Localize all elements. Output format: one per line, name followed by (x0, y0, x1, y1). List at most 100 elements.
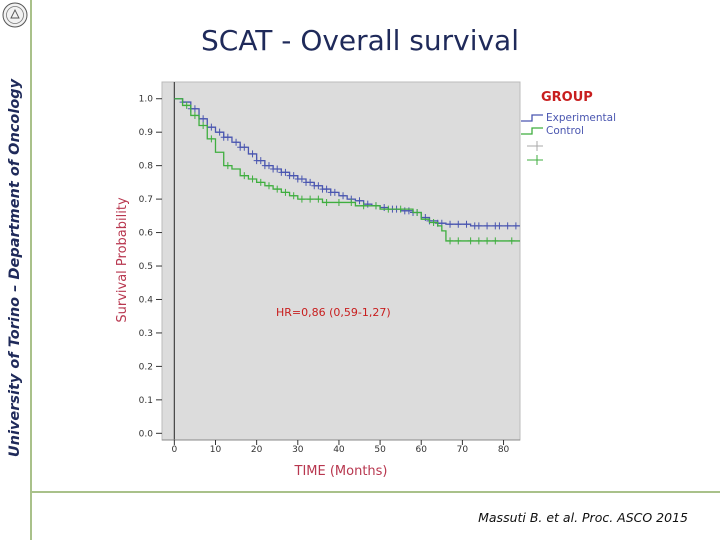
censor-mark-control (191, 111, 198, 119)
legend-censor-mark (527, 141, 543, 151)
censor-mark-experimental (298, 175, 305, 183)
censor-mark-control (430, 219, 437, 227)
university-seal-icon (2, 2, 28, 28)
censor-mark-experimental (307, 178, 314, 186)
x-tick-label: 60 (416, 445, 428, 455)
x-tick-label: 20 (251, 445, 263, 455)
censor-mark-experimental (265, 162, 272, 170)
y-tick-label: 0.8 (139, 162, 154, 172)
side-band (0, 0, 32, 540)
x-tick-label: 70 (457, 445, 469, 455)
y-tick-label: 1.0 (139, 95, 154, 105)
y-tick-label: 0.2 (139, 362, 153, 372)
y-tick-label: 0.7 (139, 195, 153, 205)
censor-mark-experimental (504, 222, 511, 230)
censor-mark-experimental (331, 188, 338, 196)
bottom-divider (30, 491, 720, 493)
y-tick-label: 0.0 (139, 429, 154, 439)
censor-mark-experimental (216, 128, 223, 136)
censor-mark-experimental (447, 220, 454, 228)
censor-mark-control (467, 237, 474, 245)
censor-mark-control (508, 237, 515, 245)
legend-censor-mark (527, 155, 543, 165)
censor-mark-experimental (356, 197, 363, 205)
y-tick-label: 0.9 (139, 128, 154, 138)
slide-title: SCAT - Overall survival (201, 24, 519, 57)
censor-mark-experimental (323, 185, 330, 193)
censor-mark-experimental (512, 222, 519, 230)
censor-mark-control (298, 195, 305, 203)
y-axis-title: Survival Probability (115, 197, 130, 323)
censor-mark-experimental (233, 138, 240, 146)
censor-mark-experimental (241, 143, 248, 151)
censor-mark-control (290, 192, 297, 200)
censor-mark-experimental (463, 220, 470, 228)
x-tick-label: 10 (210, 445, 222, 455)
censor-mark-experimental (475, 222, 482, 230)
censor-mark-experimental (274, 165, 281, 173)
legend-line-control (521, 127, 543, 135)
censor-mark-control (348, 198, 355, 206)
censor-mark-control (484, 237, 491, 245)
censor-mark-control (183, 101, 190, 109)
censor-mark-control (323, 198, 330, 206)
y-tick-label: 0.4 (139, 295, 154, 305)
x-tick-label: 50 (374, 445, 386, 455)
censor-mark-experimental (224, 133, 231, 141)
y-tick-label: 0.3 (139, 329, 153, 339)
censor-mark-experimental (340, 192, 347, 200)
y-tick-label: 0.5 (139, 262, 153, 272)
hazard-ratio-annotation: HR=0,86 (0,59-1,27) (276, 306, 391, 319)
x-tick-label: 80 (498, 445, 510, 455)
legend-title: GROUP (541, 90, 593, 105)
censor-mark-control (475, 237, 482, 245)
censor-mark-control (455, 237, 462, 245)
y-tick-label: 0.1 (139, 396, 153, 406)
censor-mark-control (282, 188, 289, 196)
censor-mark-control (208, 135, 215, 143)
censor-mark-control (414, 208, 421, 216)
censor-mark-control (265, 182, 272, 190)
x-tick-label: 40 (333, 445, 345, 455)
censor-mark-control (307, 195, 314, 203)
censor-mark-experimental (496, 222, 503, 230)
legend-line-experimental (521, 114, 543, 122)
censor-mark-experimental (381, 203, 388, 211)
censor-mark-control (200, 121, 207, 129)
censor-mark-control (492, 237, 499, 245)
censor-mark-experimental (364, 200, 371, 208)
censor-mark-experimental (208, 123, 215, 131)
censor-mark-experimental (282, 168, 289, 176)
censor-mark-experimental (257, 157, 264, 165)
censor-mark-control (372, 202, 379, 210)
censor-mark-control (257, 178, 264, 186)
censor-mark-control (315, 195, 322, 203)
legend-label-control: Control (546, 125, 584, 137)
censor-mark-experimental (200, 115, 207, 123)
censor-mark-experimental (315, 182, 322, 190)
censor-mark-experimental (422, 214, 429, 222)
censor-mark-control (241, 172, 248, 180)
censor-mark-control (335, 198, 342, 206)
censor-mark-control (224, 162, 231, 170)
censor-mark-experimental (290, 172, 297, 180)
x-tick-label: 0 (171, 445, 177, 455)
censor-mark-control (397, 205, 404, 213)
censor-mark-control (385, 205, 392, 213)
censor-mark-experimental (455, 220, 462, 228)
citation: Massuti B. et al. Proc. ASCO 2015 (478, 510, 688, 525)
x-axis-title: TIME (Months) (294, 464, 388, 479)
plot-area (161, 81, 521, 441)
censor-mark-control (274, 185, 281, 193)
censor-mark-experimental (191, 105, 198, 113)
y-tick-label: 0.6 (139, 229, 154, 239)
censor-mark-control (249, 175, 256, 183)
censor-mark-experimental (249, 150, 256, 158)
censor-mark-experimental (484, 222, 491, 230)
legend-label-experimental: Experimental (546, 112, 616, 124)
censor-mark-control (360, 202, 367, 210)
censor-mark-experimental (405, 207, 412, 215)
x-tick-label: 30 (292, 445, 304, 455)
censor-mark-control (447, 237, 454, 245)
